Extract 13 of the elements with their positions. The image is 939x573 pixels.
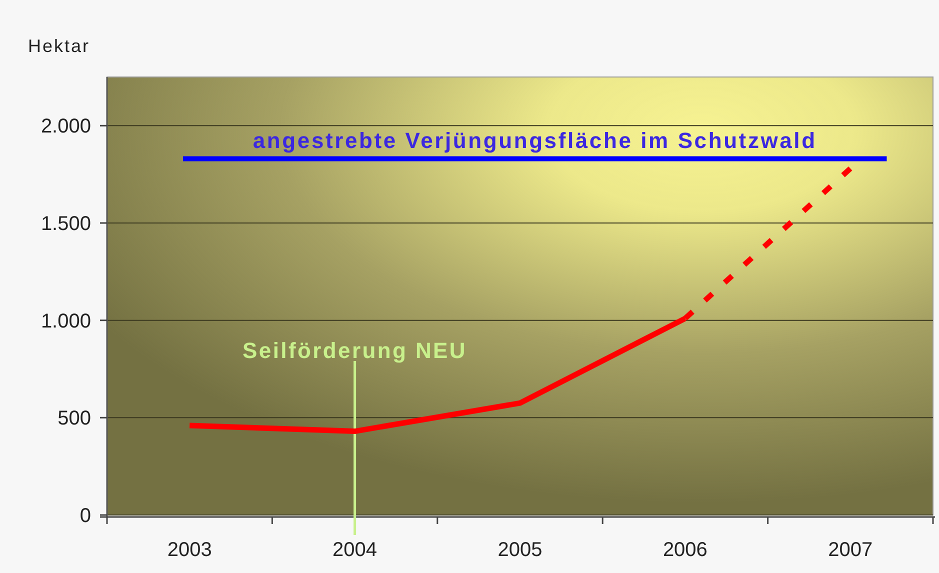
y-tick-label: 1.500 [40, 213, 91, 235]
x-tick-label: 2005 [498, 539, 542, 561]
y-tick-label: 2.000 [40, 116, 91, 138]
y-tick-label: 500 [58, 408, 91, 430]
ref-line-label: Seilförderung NEU [242, 338, 468, 363]
x-tick-label: 2006 [662, 539, 708, 561]
x-tick-label: 2003 [167, 539, 212, 561]
y-axis-title: Hektar [28, 36, 90, 56]
x-tick-label: 2007 [828, 539, 873, 561]
y-tick-label: 1.000 [40, 310, 91, 332]
ref-line-label: angestrebte Verjüngungsfläche im Schutzwald [252, 128, 817, 153]
y-tick-label: 0 [80, 505, 91, 527]
x-tick-label: 2004 [332, 539, 378, 561]
